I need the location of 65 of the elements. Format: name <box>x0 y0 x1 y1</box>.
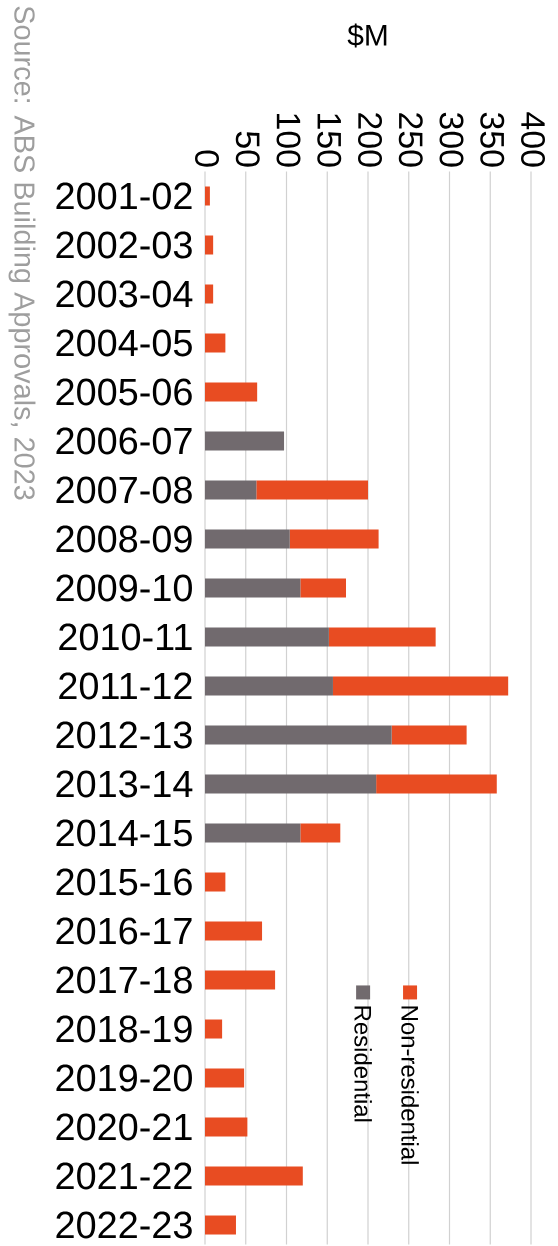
y-tick-label: 2003-04 <box>56 280 193 308</box>
y-tick-label: 2004-05 <box>56 329 192 357</box>
bar <box>205 970 276 990</box>
bar <box>205 1215 236 1235</box>
x-tick-label: 350 <box>480 112 505 167</box>
bar <box>205 1117 248 1137</box>
y-tick-label: 2015-16 <box>56 868 192 896</box>
x-tick-label: 50 <box>235 131 260 167</box>
bar <box>205 1166 303 1186</box>
bar <box>205 235 214 255</box>
y-tick-label: 2019-20 <box>56 1064 192 1092</box>
y-tick-label: 2002-03 <box>56 231 192 259</box>
x-tick-label: 250 <box>398 113 423 167</box>
y-tick-label: 2020-21 <box>56 1113 192 1141</box>
legend-label: Non-residential <box>401 1006 419 1164</box>
bar <box>391 725 467 745</box>
legend-label: Residential <box>354 1006 372 1122</box>
y-tick-label: 2013-14 <box>56 770 193 798</box>
x-tick-label: 300 <box>439 112 464 167</box>
bar <box>205 676 333 696</box>
bar <box>205 186 210 206</box>
bar <box>205 382 258 402</box>
y-tick-label: 2011-12 <box>59 672 192 700</box>
x-tick-label: 0 <box>195 150 219 167</box>
y-tick-label: 2021-22 <box>56 1162 192 1190</box>
y-tick-label: 2014-15 <box>56 819 192 847</box>
bar <box>205 284 214 304</box>
source-note: Source: ABS Building Approvals, 2023 <box>8 6 36 500</box>
y-tick-label: 2010-11 <box>59 623 192 651</box>
y-tick-label: 2008-09 <box>56 525 192 553</box>
y-tick-label: 2017-18 <box>56 966 192 994</box>
y-tick-label: 2022-23 <box>56 1211 192 1239</box>
x-axis-title: $M <box>347 23 387 48</box>
y-tick-label: 2007-08 <box>56 476 192 504</box>
bar <box>205 823 301 843</box>
x-tick-label: 150 <box>317 114 342 167</box>
bar <box>300 578 346 598</box>
bar <box>300 823 341 843</box>
x-tick-label: 400 <box>521 112 545 167</box>
bar <box>256 480 368 500</box>
bar <box>332 676 509 696</box>
x-tick-label: 100 <box>276 114 301 167</box>
y-tick-label: 2016-17 <box>56 917 192 945</box>
bar <box>205 333 226 353</box>
bar <box>205 529 290 549</box>
bar <box>205 627 329 647</box>
bar <box>376 774 497 794</box>
bar <box>328 627 436 647</box>
y-tick-label: 2005-06 <box>56 378 192 406</box>
y-tick-label: 2012-13 <box>56 721 192 749</box>
y-tick-label: 2006-07 <box>56 427 192 455</box>
bar <box>205 725 392 745</box>
bar <box>205 578 301 598</box>
bar <box>205 1068 245 1088</box>
bar <box>205 1019 223 1039</box>
bar <box>289 529 379 549</box>
y-tick-label: 2001-02 <box>56 182 192 210</box>
bar <box>205 872 226 892</box>
y-tick-label: 2018-19 <box>56 1015 192 1043</box>
bar <box>205 921 263 941</box>
bar <box>205 480 257 500</box>
bar <box>205 431 285 451</box>
bar <box>205 774 377 794</box>
x-tick-label: 200 <box>358 113 382 167</box>
y-tick-label: 2009-10 <box>56 574 192 602</box>
